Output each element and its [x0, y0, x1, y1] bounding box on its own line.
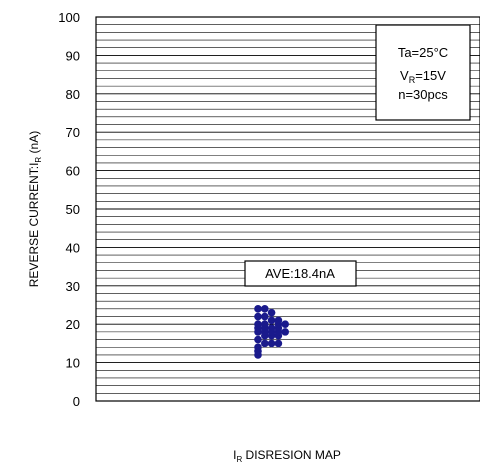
y-tick-label: 80 — [66, 87, 80, 102]
plot-frame — [95, 16, 480, 402]
data-point — [267, 324, 276, 332]
data-point — [261, 305, 269, 313]
data-point — [261, 312, 269, 321]
data-point — [254, 347, 262, 355]
y-tick-label: 10 — [66, 356, 80, 371]
data-points — [254, 305, 290, 359]
data-point — [267, 308, 276, 317]
average-box: AVE:18.4nA — [244, 260, 357, 287]
data-point — [267, 316, 276, 325]
data-point — [281, 320, 290, 329]
data-point — [254, 324, 262, 332]
x-axis-title: IR DISRESION MAP — [233, 448, 341, 464]
y-axis-title: REVERSE CURRENT:IR (nA) — [27, 131, 43, 287]
y-tick-label: 40 — [66, 240, 80, 255]
data-point — [281, 328, 290, 336]
data-point — [274, 316, 283, 325]
average-label: AVE:18.4nA — [265, 266, 335, 281]
data-point — [254, 335, 262, 344]
y-tick-label: 70 — [66, 125, 80, 140]
data-point — [267, 339, 276, 348]
data-point — [261, 320, 269, 329]
y-axis-ticks: 0 10 20 30 40 50 60 70 80 90 100 — [58, 10, 80, 409]
y-tick-label: 50 — [66, 202, 80, 217]
temperature-label: Ta=25°C — [398, 45, 448, 60]
y-tick-label: 100 — [58, 10, 80, 25]
y-tick-label: 20 — [66, 317, 80, 332]
data-point — [274, 339, 283, 348]
sample-count-label: n=30pcs — [398, 87, 448, 102]
y-tick-label: 30 — [66, 279, 80, 294]
data-point — [254, 312, 262, 321]
y-tick-label: 60 — [66, 164, 80, 179]
conditions-box: Ta=25°C VR=15V n=30pcs — [375, 24, 471, 121]
y-tick-label: 0 — [73, 394, 80, 409]
y-tick-label: 90 — [66, 48, 80, 63]
voltage-label: VR=15V — [400, 68, 446, 85]
data-point — [254, 305, 262, 313]
data-point — [261, 339, 269, 348]
